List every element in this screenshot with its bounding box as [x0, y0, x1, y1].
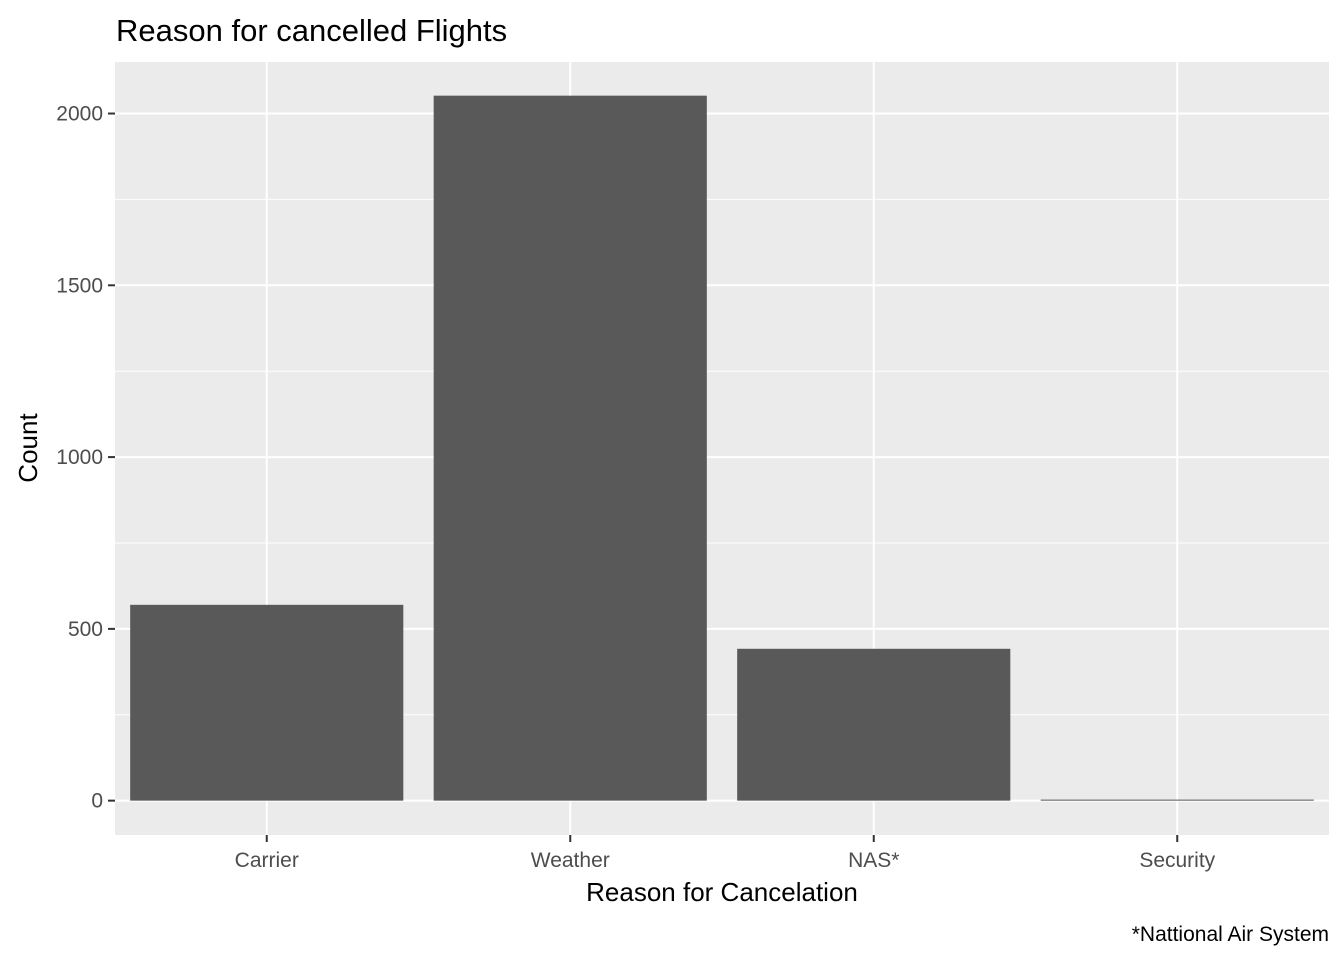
y-axis: 0 500 1000 1500 2000 [56, 103, 115, 813]
x-tick-label: Carrier [235, 849, 299, 872]
y-tick-label: 1000 [56, 446, 103, 469]
x-tick-label: Security [1139, 849, 1215, 872]
bars [130, 95, 1314, 801]
y-axis-title: Count [13, 413, 43, 483]
x-tick-label: Weather [531, 849, 610, 872]
x-tick-label: NAS* [848, 849, 899, 872]
y-tick-label: 500 [68, 618, 103, 641]
chart-title: Reason for cancelled Flights [116, 13, 507, 48]
bar-carrier [130, 604, 404, 801]
y-tick-label: 0 [91, 790, 103, 813]
y-tick-label: 2000 [56, 103, 103, 126]
bar-weather [433, 95, 707, 801]
caption: *Nattional Air System [1132, 923, 1329, 946]
x-axis: Carrier Weather NAS* Security [235, 835, 1216, 872]
bar-nas [737, 648, 1011, 801]
bar-security [1040, 799, 1314, 801]
y-tick-label: 1500 [56, 274, 103, 297]
x-axis-title: Reason for Cancelation [586, 877, 858, 907]
